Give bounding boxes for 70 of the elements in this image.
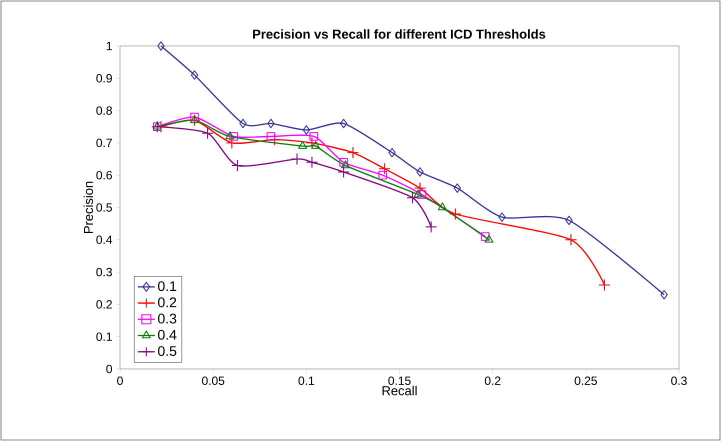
y-tick-label: 0.6: [96, 170, 112, 180]
point: [311, 141, 320, 149]
legend-label: 0.4: [158, 330, 176, 340]
y-tick-label: 1: [106, 42, 112, 50]
y-tick-label: 0.7: [96, 138, 112, 148]
point: [660, 290, 668, 300]
x-axis-title: Recall: [382, 386, 417, 396]
x-tick-label: 0.2: [484, 376, 500, 385]
point: [416, 167, 424, 177]
point: [388, 148, 396, 158]
y-tick-label: 0.2: [96, 300, 112, 309]
point: [425, 220, 438, 233]
point: [157, 41, 165, 51]
point: [202, 127, 214, 140]
point: [190, 115, 200, 124]
point: [418, 190, 426, 199]
point: [484, 234, 494, 243]
point: [414, 189, 423, 198]
point: [190, 70, 198, 80]
point: [226, 136, 238, 149]
point: [267, 118, 275, 128]
point: [406, 192, 419, 204]
point: [188, 114, 201, 126]
point: [438, 202, 447, 210]
point: [340, 118, 348, 128]
point: [598, 279, 610, 292]
point: [564, 234, 577, 246]
point: [346, 146, 359, 159]
y-tick-label: 0.5: [96, 203, 112, 212]
point: [454, 183, 461, 193]
point: [190, 112, 199, 122]
y-tick-label: 0: [106, 364, 112, 374]
point: [378, 162, 391, 175]
legend-label: 0.5: [158, 346, 176, 356]
point: [309, 132, 318, 141]
y-tick-label: 0.8: [96, 106, 112, 115]
y-tick-label: 0.9: [96, 74, 112, 83]
chart-title: Precision vs Recall for different ICD Thresholds: [253, 29, 546, 39]
y-tick-label: 0.3: [96, 268, 112, 276]
legend-label: 0.1: [158, 281, 176, 292]
y-tick-label: 0.1: [96, 332, 112, 341]
point: [414, 182, 426, 194]
point: [378, 170, 388, 180]
point: [229, 132, 238, 141]
point: [239, 118, 247, 128]
point: [338, 166, 350, 178]
legend-label: 0.2: [158, 297, 176, 308]
x-tick-label: 0.05: [202, 376, 224, 385]
point: [498, 212, 506, 222]
x-tick-label: 0.25: [574, 376, 597, 385]
point: [306, 136, 318, 149]
legend-label: 0.3: [158, 314, 176, 324]
point: [266, 132, 276, 141]
x-tick-label: 0.15: [388, 376, 411, 385]
point: [449, 208, 462, 220]
point: [306, 156, 318, 168]
point: [565, 216, 573, 226]
point: [480, 232, 490, 241]
y-tick-label: 0.4: [96, 236, 112, 244]
point: [339, 158, 348, 167]
point: [302, 125, 310, 135]
point: [291, 153, 304, 166]
point: [231, 159, 244, 172]
point: [340, 160, 350, 168]
point: [298, 141, 308, 149]
x-tick-label: 0: [117, 376, 123, 385]
point: [225, 131, 234, 140]
x-tick-label: 0.3: [671, 376, 687, 385]
x-tick-label: 0.1: [298, 376, 314, 385]
y-axis-title: Precision: [84, 182, 94, 234]
